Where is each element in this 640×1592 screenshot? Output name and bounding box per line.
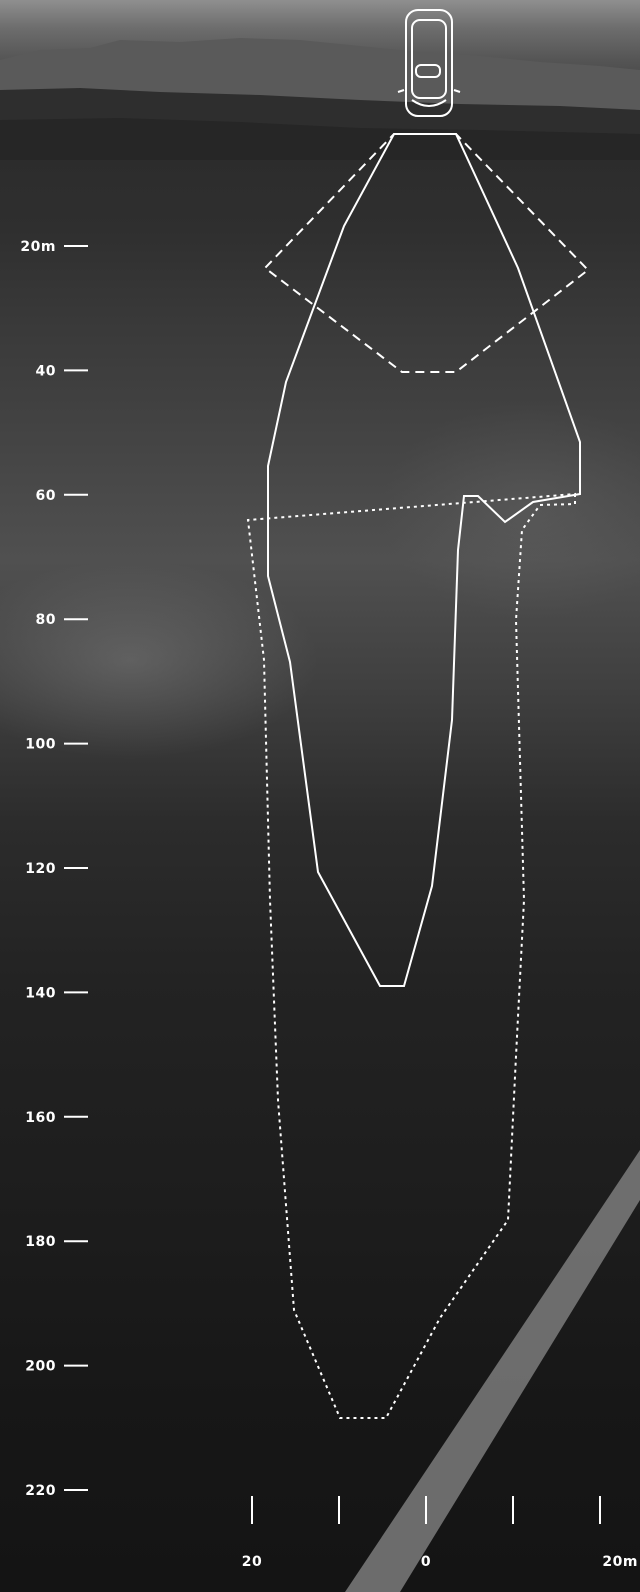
- x-axis-tick-label: 0: [421, 1554, 431, 1570]
- y-axis-tick-label: 120: [25, 861, 56, 877]
- short-range-zone: [263, 133, 590, 373]
- main-detection-zone: [267, 133, 581, 987]
- y-axis-tick-label: 180: [25, 1234, 56, 1250]
- car-top-view-icon: [397, 9, 461, 117]
- y-axis-tick-label: 200: [25, 1359, 56, 1375]
- y-axis-tick-label: 60: [36, 488, 56, 504]
- x-axis: 20 0 20m: [242, 1496, 638, 1570]
- y-axis-tick-label: 100: [25, 737, 56, 753]
- y-axis-tick-label: 140: [25, 985, 56, 1001]
- y-axis: 20m 40 60 80 100 120 140 160 180 200 220: [20, 239, 88, 1499]
- mesa-horizon: [0, 38, 640, 160]
- y-axis-tick-label: 20m: [20, 239, 56, 255]
- x-axis-tick-label: 20: [242, 1554, 262, 1570]
- motion-blur-highlight: [0, 560, 320, 760]
- long-range-zone: [246, 492, 576, 1419]
- motion-blur-highlight: [380, 400, 640, 620]
- y-axis-tick-label: 220: [25, 1483, 56, 1499]
- y-axis-tick-label: 80: [36, 612, 56, 628]
- y-axis-tick-label: 40: [36, 363, 56, 379]
- y-axis-tick-label: 160: [25, 1110, 56, 1126]
- x-axis-tick-label: 20m: [602, 1554, 638, 1570]
